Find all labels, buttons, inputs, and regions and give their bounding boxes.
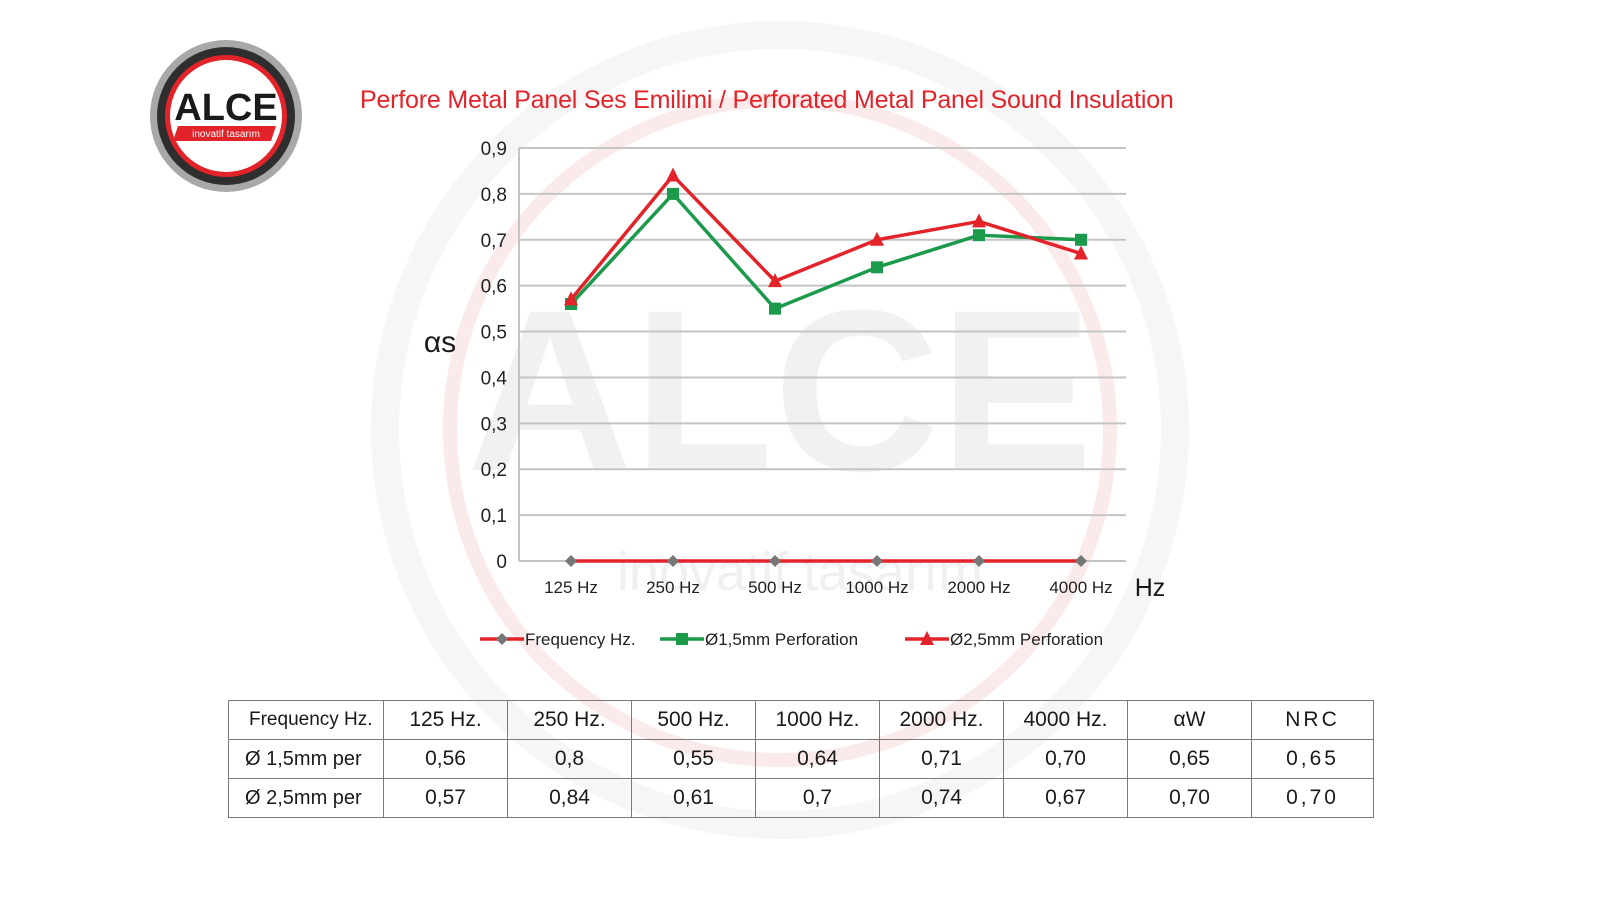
table-row-label: Ø 2,5mm per: [228, 778, 384, 818]
series-0: [565, 555, 1087, 567]
table-cell: 0,74: [879, 778, 1004, 818]
y-tick-label: 0,9: [481, 139, 507, 160]
table-cell: 0,70: [1251, 778, 1374, 818]
table-row-label: Ø 1,5mm per: [228, 739, 384, 779]
legend-label: Ø2,5mm Perforation: [950, 630, 1103, 649]
y-tick-label: 0,4: [481, 368, 508, 389]
x-axis-label: Hz: [1135, 574, 1166, 602]
triangle-marker: [1074, 245, 1088, 260]
y-tick-label: 0,1: [481, 506, 507, 527]
x-tick-label: 125 Hz: [544, 578, 598, 597]
diamond-marker: [871, 555, 883, 567]
chart-series: [564, 167, 1088, 567]
logo-brand-text: ALCE: [174, 87, 277, 129]
chart-legend: Frequency Hz. Ø1,5mm Perforation Ø2,5mm Pe…: [480, 630, 1103, 649]
y-tick-label: 0,2: [481, 460, 507, 481]
y-tick-label: 0,3: [481, 414, 507, 435]
table-cell: 0,67: [1003, 778, 1128, 818]
square-marker: [667, 187, 679, 200]
x-tick-label: 250 Hz: [646, 578, 700, 597]
table-cell: 0,8: [507, 739, 632, 779]
y-tick-label: 0: [496, 552, 507, 573]
table-row: Ø 2,5mm per 0,57 0,84 0,61 0,7 0,74 0,67…: [228, 778, 1374, 818]
diamond-marker: [667, 555, 679, 567]
legend-label: Ø1,5mm Perforation: [705, 630, 858, 649]
brand-logo: ALCE inovatif tasarım: [150, 40, 302, 192]
series-2: [564, 167, 1088, 306]
table-cell: 0,55: [631, 739, 756, 779]
absorption-table: Frequency Hz. 125 Hz. 250 Hz. 500 Hz. 10…: [228, 700, 1374, 818]
square-marker: [871, 261, 883, 274]
table-cell: 0,7: [755, 778, 880, 818]
table-header-cell: 2000 Hz.: [879, 700, 1004, 740]
series-1: [565, 187, 1087, 315]
diamond-marker: [769, 555, 781, 567]
y-tick-label: 0,6: [481, 277, 507, 298]
table-cell: 0,70: [1003, 739, 1128, 779]
table-header-cell: 500 Hz.: [631, 700, 756, 740]
logo-white-disc: [170, 60, 282, 172]
diamond-marker: [565, 555, 577, 567]
legend-entry: Frequency Hz.: [480, 630, 636, 649]
triangle-marker: [870, 231, 884, 246]
chart-labels: 0 0,1 0,2 0,3 0,4 0,5 0,6 0,7 0,8 0,9 125 Hz 250 Hz…: [424, 139, 1165, 602]
chart-grid: [518, 147, 1126, 562]
table-cell: 0,65: [1127, 739, 1252, 779]
square-marker: [973, 229, 985, 242]
legend-entry: Ø1,5mm Perforation: [660, 630, 858, 649]
table-cell: 0,64: [755, 739, 880, 779]
legend-entry: Ø2,5mm Perforation: [905, 630, 1103, 649]
table-row: Ø 1,5mm per 0,56 0,8 0,55 0,64 0,71 0,70…: [228, 739, 1374, 779]
diamond-marker: [1075, 555, 1087, 567]
diamond-marker: [973, 555, 985, 567]
y-tick-label: 0,5: [481, 323, 507, 344]
table-cell: 0,71: [879, 739, 1004, 779]
logo-red-band: [173, 126, 276, 141]
y-tick-label: 0,8: [481, 185, 507, 206]
square-marker: [769, 302, 781, 315]
triangle-marker: [564, 291, 578, 306]
logo-tagline: inovatif tasarım: [192, 129, 260, 140]
legend-label: Frequency Hz.: [525, 630, 636, 649]
page-title: Perfore Metal Panel Ses Emilimi / Perfor…: [360, 86, 1174, 114]
table-header-cell: 4000 Hz.: [1003, 700, 1128, 740]
triangle-marker: [920, 631, 934, 645]
x-tick-label: 2000 Hz: [947, 578, 1010, 597]
triangle-marker: [972, 213, 986, 228]
x-tick-label: 1000 Hz: [845, 578, 908, 597]
series-line: [569, 173, 1082, 301]
square-marker: [1075, 233, 1087, 246]
triangle-marker: [666, 167, 680, 182]
table-cell: 0,57: [383, 778, 508, 818]
table-header-cell: 125 Hz.: [383, 700, 508, 740]
table-header-cell: Frequency Hz.: [228, 700, 384, 740]
table-cell: 0,61: [631, 778, 756, 818]
table-header-cell: αW: [1127, 700, 1252, 740]
y-tick-label: 0,7: [481, 231, 507, 252]
x-tick-label: 500 Hz: [748, 578, 802, 597]
table-cell: 0,84: [507, 778, 632, 818]
table-header-row: Frequency Hz. 125 Hz. 250 Hz. 500 Hz. 10…: [228, 700, 1374, 740]
y-axis-label: αs: [424, 326, 456, 359]
diamond-marker: [496, 633, 508, 645]
table-cell: 0,65: [1251, 739, 1374, 779]
table-cell: 0,56: [383, 739, 508, 779]
table-cell: 0,70: [1127, 778, 1252, 818]
series-line: [569, 192, 1082, 311]
table-header-cell: 1000 Hz.: [755, 700, 880, 740]
square-marker: [676, 633, 688, 645]
x-tick-label: 4000 Hz: [1049, 578, 1112, 597]
table-header-cell: NRC: [1251, 700, 1374, 740]
triangle-marker: [768, 273, 782, 288]
table-header-cell: 250 Hz.: [507, 700, 632, 740]
